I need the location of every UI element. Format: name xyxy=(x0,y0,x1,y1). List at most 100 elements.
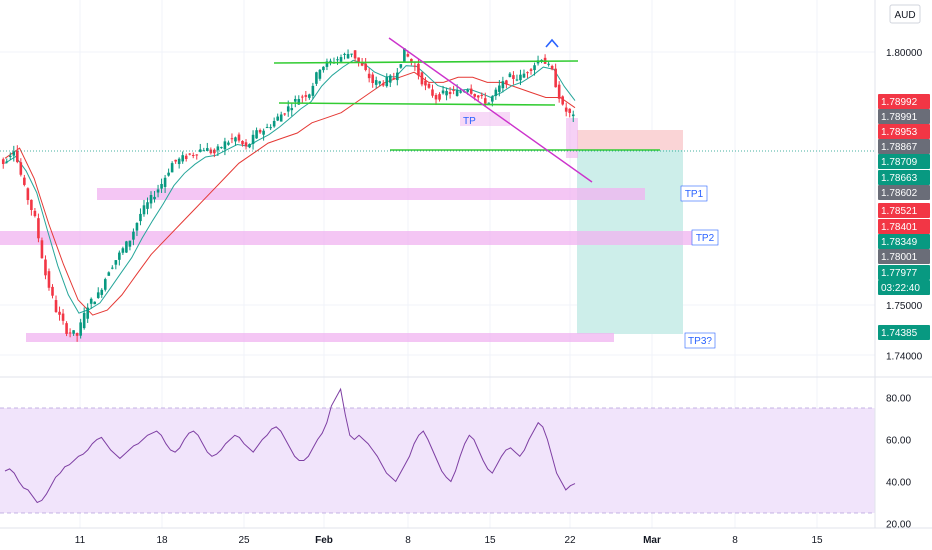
candle xyxy=(413,61,417,71)
price-tag: 1.78521 xyxy=(878,203,930,218)
candle xyxy=(564,102,568,117)
candle xyxy=(258,128,262,134)
candle xyxy=(30,199,33,216)
candle xyxy=(65,321,68,337)
svg-text:1.78001: 1.78001 xyxy=(881,252,918,263)
price-tag: 03:22:40 xyxy=(878,280,930,295)
candle xyxy=(1,157,5,169)
candle xyxy=(515,74,519,82)
candle xyxy=(107,271,111,276)
svg-text:1.78709: 1.78709 xyxy=(881,157,918,168)
candle xyxy=(167,168,170,177)
candle xyxy=(364,57,367,72)
candle xyxy=(220,146,223,149)
candle xyxy=(227,140,230,146)
rsi-axis-ticks: 80.00 60.00 40.00 20.00 xyxy=(886,394,911,531)
candle xyxy=(568,108,572,118)
candle xyxy=(403,48,406,63)
candle xyxy=(385,73,389,88)
candle xyxy=(5,158,9,164)
candle xyxy=(498,80,501,97)
candle xyxy=(505,79,508,89)
up-arrow-icon xyxy=(545,38,559,48)
candle xyxy=(54,295,58,313)
candle xyxy=(304,90,308,102)
time-tick-label: 11 xyxy=(75,535,86,546)
rsi-line xyxy=(4,387,576,504)
candle xyxy=(128,240,132,251)
candle xyxy=(19,158,23,177)
candle xyxy=(322,66,325,73)
candle xyxy=(336,56,339,65)
candle xyxy=(26,187,30,205)
svg-text:1.78349: 1.78349 xyxy=(881,237,918,248)
candle xyxy=(448,87,452,99)
candle xyxy=(388,74,392,88)
candle xyxy=(441,85,445,95)
time-tick-label: 15 xyxy=(484,535,496,546)
candle xyxy=(230,133,234,144)
candle xyxy=(114,260,118,270)
price-tag: 1.78349 xyxy=(878,234,930,249)
candle xyxy=(156,184,160,198)
candle xyxy=(149,191,153,209)
candle xyxy=(68,328,72,338)
candle xyxy=(79,318,82,339)
currency-badge[interactable]: AUD xyxy=(889,4,921,24)
candle xyxy=(244,139,248,150)
candle xyxy=(177,157,181,169)
candle xyxy=(469,84,473,95)
candle xyxy=(438,92,441,102)
candle xyxy=(519,69,522,86)
candle xyxy=(343,52,346,60)
candle xyxy=(234,136,237,146)
candle xyxy=(318,68,322,81)
candle xyxy=(202,147,206,152)
svg-text:AUD: AUD xyxy=(894,10,915,21)
svg-text:TP3?: TP3? xyxy=(688,336,712,347)
svg-text:1.78602: 1.78602 xyxy=(881,188,918,199)
candle xyxy=(255,127,258,139)
candle xyxy=(420,71,424,87)
candle xyxy=(557,81,561,103)
price-tag: 1.78867 xyxy=(878,139,930,154)
tp-mid-label: TP xyxy=(463,116,476,127)
candle xyxy=(248,143,251,149)
rsi-tick-label: 20.00 xyxy=(886,520,911,531)
svg-text:1.78521: 1.78521 xyxy=(881,206,918,217)
candle xyxy=(431,84,434,98)
candle xyxy=(543,54,547,64)
candle xyxy=(399,64,403,69)
price-tag: 1.78991 xyxy=(878,109,930,124)
candle xyxy=(111,265,114,270)
candle xyxy=(452,85,455,95)
candle xyxy=(47,268,51,291)
candle xyxy=(163,174,167,193)
tp3-label: TP3? xyxy=(684,332,716,349)
candle xyxy=(308,93,311,100)
price-tick-label: 1.74000 xyxy=(886,352,923,363)
candle xyxy=(290,102,294,117)
candle xyxy=(262,128,265,141)
candle xyxy=(293,95,297,108)
candle xyxy=(170,161,174,173)
candle xyxy=(501,76,505,93)
time-tick-label: 8 xyxy=(732,535,738,546)
resistance-level-mid xyxy=(278,102,556,106)
price-axis-ticks: 1.80000 1.75000 1.74000 xyxy=(886,48,923,363)
candle xyxy=(125,240,128,253)
candle xyxy=(153,190,156,203)
candle xyxy=(554,63,557,88)
price-tag: 1.77977 xyxy=(878,265,930,280)
candle xyxy=(374,76,378,89)
candle xyxy=(213,148,216,158)
candle xyxy=(550,64,554,71)
candle xyxy=(89,297,93,309)
candle xyxy=(526,71,529,79)
candle xyxy=(8,152,12,160)
candle xyxy=(480,92,484,99)
svg-text:03:22:40: 03:22:40 xyxy=(881,283,920,294)
svg-text:1.78867: 1.78867 xyxy=(881,142,918,153)
candle xyxy=(494,87,498,100)
